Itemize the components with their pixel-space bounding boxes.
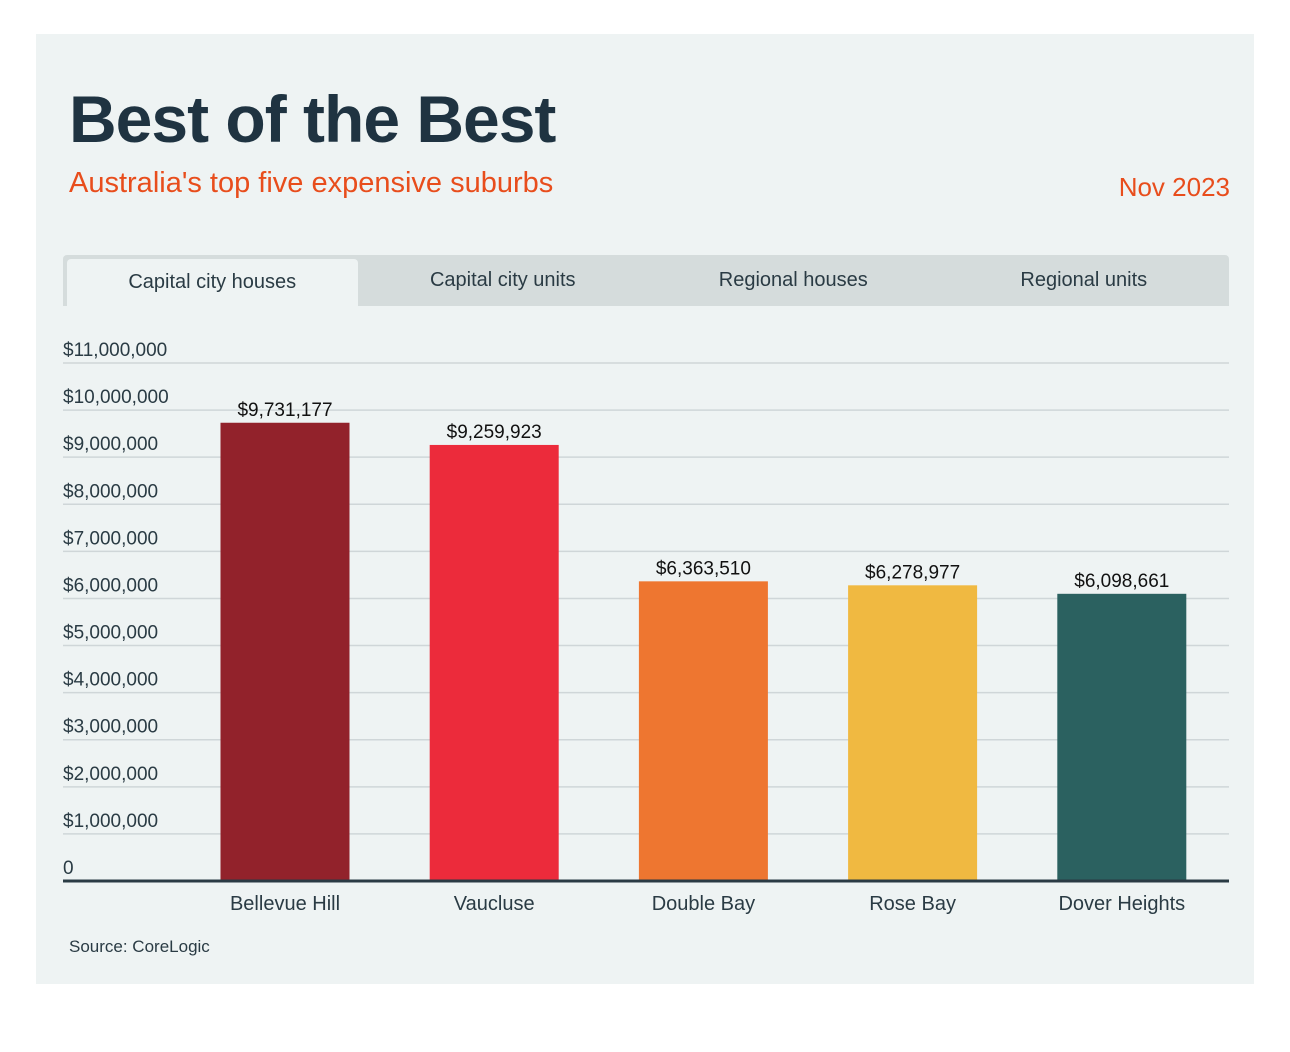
bar-value-label: $9,259,923 (447, 422, 542, 443)
bar (1057, 593, 1187, 881)
bar (220, 422, 350, 881)
page-subtitle: Australia's top five expensive suburbs (69, 167, 554, 199)
x-tick-label: Vaucluse (454, 893, 535, 915)
y-tick-label: 0 (63, 858, 74, 879)
y-tick-label: $8,000,000 (63, 481, 158, 502)
bar-value-label: $6,363,510 (656, 558, 751, 579)
y-tick-label: $3,000,000 (63, 717, 158, 738)
tab-capital-city-houses[interactable]: Capital city houses (67, 259, 358, 306)
bar (638, 581, 768, 881)
bar-value-label: $6,098,661 (1074, 571, 1169, 592)
page-title: Best of the Best (69, 82, 556, 156)
y-tick-label: $6,000,000 (63, 575, 158, 596)
x-tick-label: Bellevue Hill (230, 893, 340, 915)
y-tick-label: $2,000,000 (63, 764, 158, 785)
tab-capital-city-units[interactable]: Capital city units (429, 269, 576, 291)
x-tick-label: Rose Bay (869, 893, 956, 915)
y-tick-label: $11,000,000 (63, 340, 167, 361)
y-tick-label: $7,000,000 (63, 528, 158, 549)
bar (848, 585, 978, 881)
tab-regional-units[interactable]: Regional units (1020, 269, 1148, 291)
y-tick-label: $1,000,000 (63, 811, 158, 832)
y-tick-label: $4,000,000 (63, 670, 158, 691)
y-tick-label: $9,000,000 (63, 434, 158, 455)
bar (429, 444, 559, 881)
bar-chart: 0 $1,000,000 $2,000,000 $3,000,000 $4,000,00… (63, 340, 1229, 915)
chart-card: Best of the Best Australia's top five ex… (36, 34, 1254, 984)
bar-value-label: $6,278,977 (865, 562, 960, 583)
date-label: Nov 2023 (1118, 172, 1230, 202)
tab-bar: Capital city houses Capital city units R… (63, 255, 1229, 306)
y-tick-label: $5,000,000 (63, 623, 158, 644)
x-tick-label: Dover Heights (1058, 893, 1185, 915)
source-note: Source: CoreLogic (69, 937, 210, 956)
y-tick-label: $10,000,000 (63, 387, 169, 408)
x-tick-label: Double Bay (652, 893, 755, 915)
bar-value-label: $9,731,177 (237, 400, 332, 421)
tab-regional-houses[interactable]: Regional houses (718, 269, 868, 291)
